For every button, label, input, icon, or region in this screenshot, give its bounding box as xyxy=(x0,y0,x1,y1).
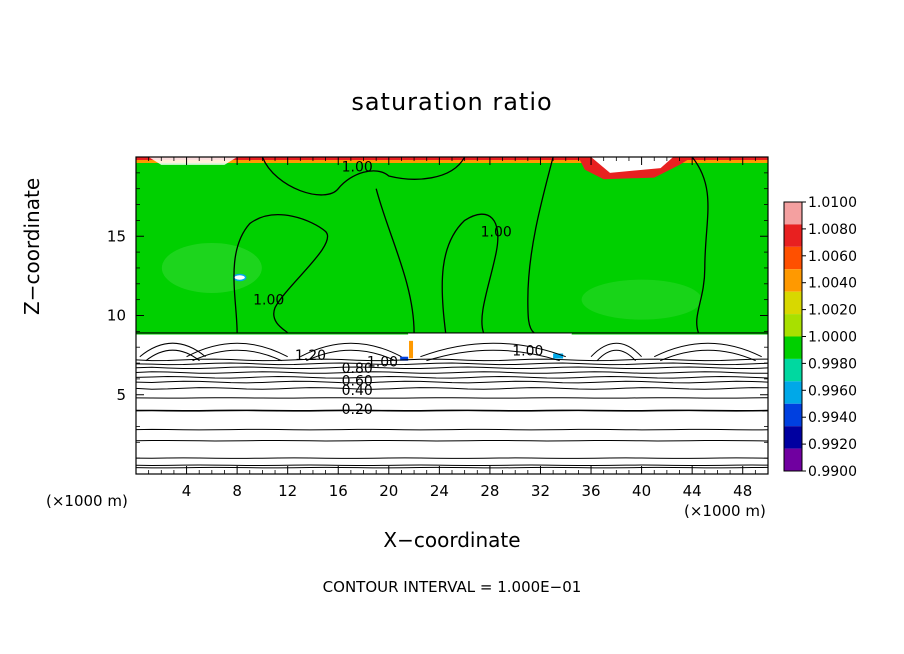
colorbar-label: 0.9960 xyxy=(808,383,857,399)
contour-line xyxy=(186,342,288,358)
contour-line-1-00 xyxy=(691,157,709,334)
contour-line-1-00 xyxy=(441,213,499,334)
colorbar-label: 1.0000 xyxy=(808,330,857,346)
contour-label: 1.00 xyxy=(342,160,373,176)
x-tick-label: 48 xyxy=(733,482,752,500)
top-white-patch xyxy=(148,157,238,165)
colorbar-label: 1.0100 xyxy=(808,195,857,211)
colorbar-label: 1.0060 xyxy=(808,249,857,265)
chart-title: saturation ratio xyxy=(351,88,553,116)
contour-line-1-00 xyxy=(375,188,415,333)
x-tick-label: 36 xyxy=(581,482,600,500)
x-tick-label: 32 xyxy=(531,482,550,500)
top-white-patch xyxy=(591,157,674,173)
x-axis-unit-right: (×1000 m) xyxy=(684,502,766,520)
contour-line xyxy=(660,349,756,362)
contour-label: 0.80 xyxy=(342,361,373,377)
contour-line xyxy=(139,342,206,358)
contour-line xyxy=(136,380,768,384)
x-tick-label: 24 xyxy=(430,482,449,500)
contour-line xyxy=(136,387,768,390)
colorbar-swatch xyxy=(784,381,802,404)
colorbar-swatch xyxy=(784,448,802,471)
field-light-patch xyxy=(161,242,262,293)
x-tick-label: 28 xyxy=(480,482,499,500)
contour-line xyxy=(654,342,762,358)
colorbar-label: 0.9920 xyxy=(808,437,857,453)
contour-label: 0.40 xyxy=(342,383,373,399)
contour-line xyxy=(306,349,396,362)
x-tick-label: 16 xyxy=(329,482,348,500)
colorbar-swatch xyxy=(784,426,802,449)
colorbar-label: 1.0040 xyxy=(808,276,857,292)
y-tick-label: 10 xyxy=(107,307,126,325)
contour-line xyxy=(145,349,200,362)
field-white-spot xyxy=(232,273,247,282)
colorbar-swatch xyxy=(784,202,802,225)
contour-line xyxy=(136,371,768,374)
x-tick-label: 40 xyxy=(632,482,651,500)
layer-blue-spot xyxy=(400,356,409,361)
contour-label: 1.00 xyxy=(481,224,512,240)
contour-label: 0.20 xyxy=(342,402,373,418)
y-tick-label: 5 xyxy=(116,386,126,404)
contour-line-1-00 xyxy=(261,157,466,196)
contour-line xyxy=(426,349,560,362)
colorbar-label: 1.0020 xyxy=(808,303,857,319)
contour-label: 0.60 xyxy=(342,373,373,389)
colorbar-label: 0.9980 xyxy=(808,356,857,372)
contour-label: 1.00 xyxy=(512,343,543,359)
layer-blue-spot xyxy=(553,353,564,359)
x-axis-label: X−coordinate xyxy=(383,528,521,552)
colorbar-swatch xyxy=(784,336,802,359)
contour-line xyxy=(136,366,768,370)
colorbar-swatch xyxy=(784,358,802,382)
x-tick-label: 44 xyxy=(683,482,702,500)
x-tick-label: 4 xyxy=(182,482,192,500)
colorbar-swatch xyxy=(784,246,802,270)
x-tick-label: 12 xyxy=(278,482,297,500)
contour-label: 1.20 xyxy=(295,348,326,364)
colorbar-label: 0.9940 xyxy=(808,410,857,426)
contour-line-1-00 xyxy=(527,157,554,334)
x-tick-label: 20 xyxy=(379,482,398,500)
colorbar-swatch xyxy=(784,269,802,292)
contour-line xyxy=(596,349,636,362)
contour-line xyxy=(300,342,402,358)
y-tick-label: 15 xyxy=(107,227,126,245)
contour-label: 1.00 xyxy=(253,293,284,309)
x-axis-unit-left: (×1000 m) xyxy=(46,492,128,510)
contour-line-1-00 xyxy=(233,214,329,334)
colorbar-swatch xyxy=(784,314,802,337)
contour-line xyxy=(136,376,768,379)
colorbar-swatch xyxy=(784,403,802,427)
contour-label: 1.00 xyxy=(367,354,398,370)
contour-interval-note: CONTOUR INTERVAL = 1.000E−01 xyxy=(322,578,582,596)
x-tick-label: 8 xyxy=(232,482,242,500)
layer-orange-edge xyxy=(409,340,414,359)
field-light-patch xyxy=(581,279,702,320)
colorbar-swatch xyxy=(784,291,802,315)
contour-line xyxy=(590,342,642,358)
y-axis-label: Z−coordinate xyxy=(20,177,44,315)
contour-line xyxy=(420,342,566,358)
colorbar-label: 0.9900 xyxy=(808,464,857,480)
contour-line xyxy=(192,349,282,362)
colorbar-label: 1.0080 xyxy=(808,222,857,238)
colorbar-swatch xyxy=(784,224,802,247)
plot-area: 1.001.001.001.20 1.000.800.600.400.201.00 xyxy=(136,157,768,474)
contour-line xyxy=(136,362,768,366)
